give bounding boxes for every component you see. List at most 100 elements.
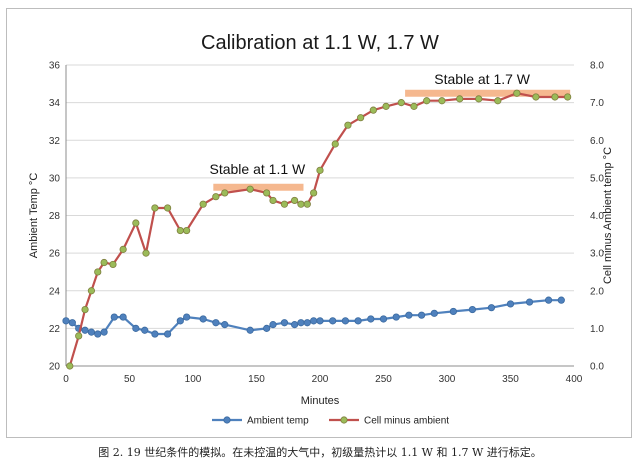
cell-minus-ambient-point: [280, 200, 289, 208]
cell-minus-ambient-point: [81, 305, 89, 314]
figure-caption: 图 2. 19 世纪条件的模拟。在未控温的大气中，初级量热计以 1.1 W 和 …: [98, 446, 542, 459]
ambient-temp-point: [367, 315, 375, 323]
x-tick-label: 400: [566, 374, 583, 385]
ambient-temp-point: [290, 321, 299, 329]
ambient-temp-point: [379, 315, 388, 323]
cell-minus-ambient-point: [132, 219, 140, 227]
cell-minus-ambient-point: [316, 166, 324, 174]
ambient-temp-point: [392, 313, 400, 321]
legend-label: Ambient temp: [247, 416, 309, 427]
ambient-temp-point: [417, 311, 426, 319]
ambient-temp-point: [487, 304, 496, 312]
ambient-temp-point: [303, 319, 311, 327]
y-right-tick-label: 7.0: [590, 98, 604, 109]
cell-minus-ambient-point: [297, 200, 305, 208]
y-left-tick-label: 34: [49, 98, 61, 109]
cell-minus-ambient-point: [397, 99, 405, 107]
y-right-tick-label: 5.0: [590, 173, 604, 184]
x-axis-label: Minutes: [301, 395, 340, 407]
cell-minus-ambient-point: [100, 258, 108, 267]
ambient-temp-point: [316, 317, 324, 325]
cell-minus-ambient-point: [303, 200, 311, 208]
ambient-temp-point: [176, 317, 184, 325]
ambient-temp-point: [449, 307, 457, 316]
ambient-temp-point: [62, 317, 70, 325]
ambient-temp-point: [506, 300, 515, 308]
cell-minus-ambient-point: [564, 93, 572, 101]
y-left-tick-label: 22: [49, 324, 61, 335]
cell-minus-ambient-point: [513, 89, 521, 97]
cell-minus-ambient-point: [109, 260, 117, 269]
cell-minus-ambient-point: [199, 200, 207, 208]
y-right-axis-label: Cell minus Ambient temp °C: [602, 147, 614, 284]
ambient-temp-point: [263, 324, 271, 332]
ambient-temp-point: [354, 317, 362, 325]
ambient-temp-point: [183, 313, 191, 321]
cell-minus-ambient-point: [183, 226, 191, 235]
ambient-temp-point: [199, 315, 207, 323]
annotation-label: Stable at 1.7 W: [434, 71, 531, 87]
cell-minus-ambient-point: [475, 95, 483, 103]
cell-minus-ambient-point: [246, 185, 254, 193]
legend-label: Cell minus ambient: [364, 416, 449, 427]
cell-minus-ambient-point: [410, 102, 418, 110]
x-tick-label: 150: [248, 374, 265, 385]
ambient-temp-point: [81, 326, 89, 334]
x-tick-label: 50: [124, 374, 136, 385]
x-tick-label: 0: [63, 374, 69, 385]
chart-svg: Calibration at 1.1 W, 1.7 W 20 22 24 26 28 30 3…: [28, 32, 614, 427]
y-left-tick-label: 26: [49, 249, 61, 260]
ambient-temp-point: [151, 330, 159, 338]
ambient-temp-point: [310, 317, 318, 325]
cell-minus-ambient-point: [438, 97, 446, 105]
ambient-temp-point: [119, 313, 127, 321]
ambient-temp-point: [329, 317, 337, 325]
y-right-tick-label: 4.0: [590, 211, 604, 222]
cell-minus-ambient-point: [87, 287, 96, 295]
cell-minus-ambient-point: [423, 97, 431, 105]
ambient-temp-point: [430, 309, 438, 317]
y-right-tick-label: 8.0: [590, 61, 604, 72]
cell-minus-ambient-point: [310, 189, 318, 197]
ambient-temp-point: [269, 321, 277, 329]
cell-minus-ambient-point: [212, 193, 220, 201]
annotation-label: Stable at 1.1 W: [210, 161, 307, 177]
y-left-tick-label: 30: [49, 173, 61, 184]
ambient-temp-point: [246, 326, 254, 334]
cell-minus-ambient-point: [369, 106, 377, 114]
x-tick-label: 250: [375, 374, 392, 385]
y-left-axis-label: Ambient Temp °C: [28, 173, 40, 259]
legend-marker: [340, 416, 348, 424]
cell-minus-ambient-point: [94, 268, 102, 276]
chart-frame: Calibration at 1.1 W, 1.7 W 20 22 24 26 28 30 3…: [6, 8, 632, 438]
x-tick-label: 350: [502, 374, 519, 385]
ambient-temp-point: [297, 319, 305, 327]
y-left-tick-label: 28: [49, 211, 61, 222]
ambient-temp-point: [341, 317, 349, 325]
cell-minus-ambient-point: [331, 140, 339, 148]
ambient-temp-point: [280, 319, 289, 327]
ambient-temp-point: [68, 319, 76, 327]
ambient-temp-point: [110, 313, 118, 321]
y-left-tick-label: 24: [49, 286, 61, 297]
ambient-temp-point: [100, 328, 108, 336]
cell-minus-ambient-point: [75, 332, 83, 340]
cell-minus-ambient-point: [357, 114, 365, 122]
cell-minus-ambient-point: [456, 95, 464, 103]
cell-minus-ambient-point: [151, 204, 159, 212]
ambient-temp-point: [87, 328, 96, 336]
x-tick-label: 300: [439, 374, 456, 385]
cell-minus-ambient-point: [221, 189, 229, 197]
ambient-temp-point: [557, 296, 565, 304]
cell-minus-ambient-point: [66, 362, 74, 370]
ambient-temp-point: [525, 298, 534, 306]
y-left-tick-label: 32: [49, 136, 61, 147]
ambient-temp-point: [141, 326, 149, 334]
cell-minus-ambient-point: [551, 93, 559, 101]
ambient-temp-line: [65, 299, 562, 336]
ambient-temp-point: [94, 330, 102, 338]
y-right-tick-label: 3.0: [590, 249, 604, 260]
cell-minus-ambient-point: [269, 196, 277, 205]
ambient-temp-point: [132, 324, 140, 332]
legend-marker: [223, 416, 231, 424]
